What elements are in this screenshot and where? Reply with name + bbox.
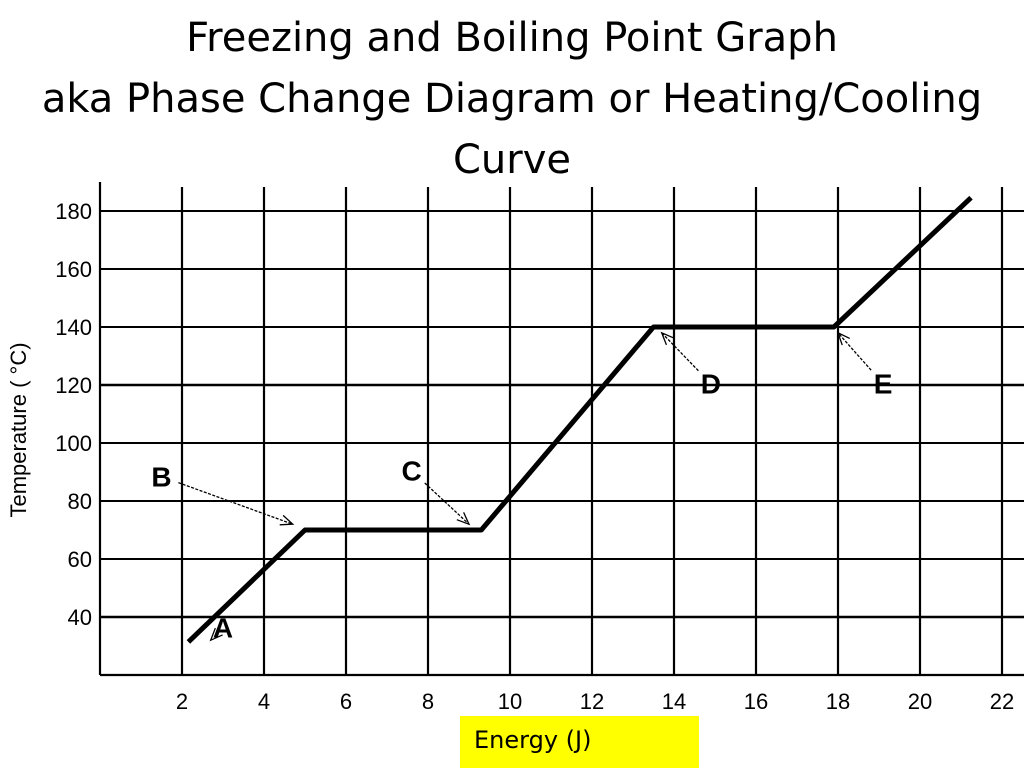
grid-lines — [100, 187, 1024, 675]
annotation-arrowhead-a — [209, 627, 223, 642]
y-tick-label-160: 160 — [55, 257, 92, 282]
curve-vertex-2 — [479, 528, 483, 532]
annotation-label-a: A — [213, 612, 233, 643]
x-tick-label-6: 6 — [340, 689, 352, 714]
y-tick-label-60: 60 — [68, 547, 92, 572]
y-axis-label: Temperature ( °C) — [6, 342, 31, 517]
data-series — [186, 195, 973, 644]
curve-vertex-0 — [188, 638, 192, 642]
annotation-arrowhead-d — [660, 331, 674, 346]
x-tick-label-14: 14 — [662, 689, 686, 714]
heating-curve-line — [186, 195, 973, 644]
curve-vertex-1 — [303, 528, 307, 532]
x-tick-label-4: 4 — [258, 689, 270, 714]
title-line-1: Freezing and Boiling Point Graph — [186, 15, 838, 61]
annotations: A B C D E — [151, 331, 893, 643]
y-tick-label-180: 180 — [55, 199, 92, 224]
annotation-arrow-b — [178, 482, 293, 525]
y-tick-label-40: 40 — [68, 605, 92, 630]
annotation-arrowhead-b — [279, 514, 295, 526]
curve-vertex-3 — [652, 325, 655, 329]
curve-vertex-5 — [967, 197, 971, 201]
title-line-2: aka Phase Change Diagram or Heating/Cool… — [41, 76, 983, 122]
x-tick-label-16: 16 — [744, 689, 768, 714]
annotation-arrow-c — [424, 482, 470, 525]
x-tick-label-18: 18 — [826, 689, 850, 714]
x-axis-label: Energy (J) — [474, 726, 592, 754]
y-tick-label-120: 120 — [55, 373, 92, 398]
axes — [98, 182, 1024, 677]
annotation-label-e: E — [874, 369, 893, 400]
x-tick-label-2: 2 — [176, 689, 188, 714]
y-tick-label-100: 100 — [55, 431, 92, 456]
annotation-label-d: D — [701, 369, 721, 400]
annotation-arrow-e — [837, 332, 872, 371]
annotation-arrowhead-c — [456, 512, 471, 526]
x-tick-label-12: 12 — [580, 689, 604, 714]
x-axis-label-box: Energy (J) — [460, 716, 699, 768]
annotation-arrowhead-e — [836, 331, 850, 346]
annotation-label-b: B — [151, 462, 171, 493]
annotation-arrow-d — [661, 332, 699, 372]
x-tick-label-10: 10 — [498, 689, 522, 714]
x-tick-label-8: 8 — [422, 689, 434, 714]
curve-vertex-4 — [832, 325, 836, 329]
annotation-label-c: C — [401, 456, 421, 487]
tick-labels: 2 4 6 8 10 12 14 16 18 20 22 40 60 80 100 120 140 160 180 — [55, 199, 1014, 714]
x-tick-label-22: 22 — [990, 689, 1014, 714]
title-line-3: Curve — [452, 137, 571, 183]
chart-title: Freezing and Boiling Point Graph aka Pha… — [0, 8, 1024, 191]
x-tick-label-20: 20 — [908, 689, 932, 714]
y-tick-label-80: 80 — [68, 489, 92, 514]
y-tick-label-140: 140 — [55, 315, 92, 340]
